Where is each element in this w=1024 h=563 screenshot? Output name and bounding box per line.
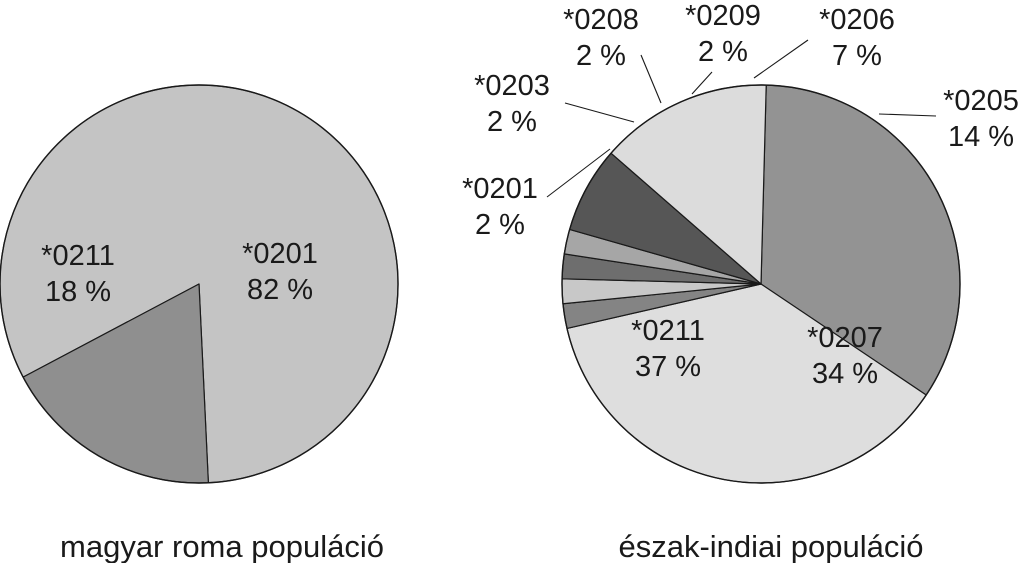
slice-percent-0211: 18 % [45,276,111,308]
caption-north-indian: észak-indiai populáció [618,529,923,563]
slice-percent-0201: 2 % [475,209,525,241]
hungarian-roma-pie-chart: *0201 82 % *0211 18 % [0,84,399,484]
leader-line-0203 [564,102,635,123]
slice-label-0211: *0211 [631,315,705,347]
slice-percent-0205: 14 % [948,121,1014,153]
slice-label-0201: *0201 [242,238,318,270]
leader-line-0205 [878,113,937,117]
north-indian-pie-chart: *0207 34 % *0211 37 % *0201 2 % *0203 2 % *0208 2… [462,0,1019,484]
leader-line-0208 [640,54,662,104]
leader-line-0209 [691,71,713,95]
leader-line-0206 [753,39,809,79]
slice-percent-0206: 7 % [832,40,882,72]
slice-percent-0201: 82 % [247,274,313,306]
pie-outline [0,84,399,484]
slice-label-0209: *0209 [685,0,761,32]
slice-label-0208: *0208 [563,4,639,36]
slice-label-0211: *0211 [41,240,115,272]
slice-percent-0203: 2 % [487,106,537,138]
slice-percent-0211: 37 % [635,351,701,383]
slice-label-0205: *0205 [943,85,1019,117]
leader-line-0201 [546,148,611,198]
slice-percent-0208: 2 % [576,40,626,72]
slice-label-0203: *0203 [474,70,550,102]
slice-label-0207: *0207 [807,322,883,354]
caption-hungarian-roma: magyar roma populáció [60,529,384,563]
pie-outline [561,84,961,484]
slice-label-0201: *0201 [462,173,538,205]
slice-percent-0209: 2 % [698,36,748,68]
slice-label-0206: *0206 [819,4,895,36]
slice-percent-0207: 34 % [812,358,878,390]
